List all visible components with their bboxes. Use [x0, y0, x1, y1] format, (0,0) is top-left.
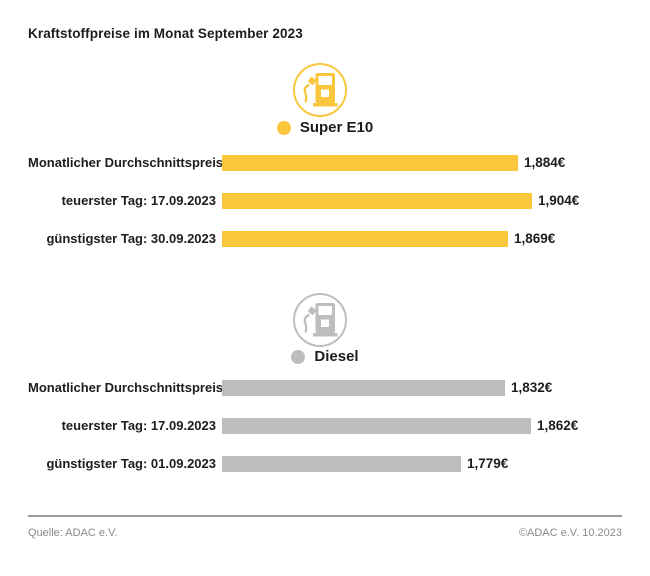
bar-diesel-max	[222, 418, 531, 434]
diesel-section	[292, 292, 348, 348]
bar-row-diesel-max: teuerster Tag: 17.09.2023 1,862€	[28, 418, 578, 434]
legend-label-diesel: Diesel	[314, 347, 359, 365]
source-note: Quelle: ADAC e.V.	[28, 527, 118, 539]
bar-super-e10-max	[222, 193, 532, 209]
fuel-pump-icon	[292, 292, 348, 348]
bar-value: 1,779€	[467, 456, 509, 471]
copyright-note: ©ADAC e.V. 10.2023	[518, 527, 622, 539]
bar-super-e10-min	[222, 231, 508, 247]
bar-label: Monatlicher Durchschnittspreis	[28, 380, 224, 395]
bar-value: 1,862€	[537, 418, 579, 433]
legend-dot-icon	[276, 120, 291, 135]
bar-diesel-min	[222, 456, 461, 472]
super-e10-section	[292, 62, 348, 118]
legend-dot-icon	[291, 349, 306, 364]
super-e10-legend: Super E10	[0, 119, 650, 136]
bar-row-diesel-min: günstigster Tag: 01.09.2023 1,779€	[28, 456, 508, 472]
bar-row-super-e10-min: günstigster Tag: 30.09.2023 1,869€	[28, 231, 555, 247]
bar-label: Monatlicher Durchschnittspreis	[28, 155, 224, 170]
bar-row-super-e10-max: teuerster Tag: 17.09.2023 1,904€	[28, 193, 579, 209]
bar-value: 1,884€	[524, 155, 566, 170]
bar-row-diesel-average: Monatlicher Durchschnittspreis 1,832€	[28, 380, 552, 396]
footer-divider	[28, 515, 622, 517]
bar-label: günstigster Tag: 30.09.2023	[46, 231, 216, 246]
bar-value: 1,832€	[511, 380, 553, 395]
bar-label: teuerster Tag: 17.09.2023	[61, 193, 216, 208]
bar-value: 1,869€	[514, 231, 556, 246]
bar-row-super-e10-average: Monatlicher Durchschnittspreis 1,884€	[28, 155, 565, 171]
bar-label: teuerster Tag: 17.09.2023	[61, 418, 216, 433]
bar-super-e10-average	[222, 155, 518, 171]
legend-label-super-e10: Super E10	[299, 118, 374, 136]
bar-label: günstigster Tag: 01.09.2023	[46, 456, 216, 471]
bar-diesel-average	[222, 380, 505, 396]
bar-value: 1,904€	[538, 193, 580, 208]
page-title: Kraftstoffpreise im Monat September 2023	[28, 26, 303, 41]
diesel-legend: Diesel	[0, 348, 650, 365]
fuel-pump-icon	[292, 62, 348, 118]
